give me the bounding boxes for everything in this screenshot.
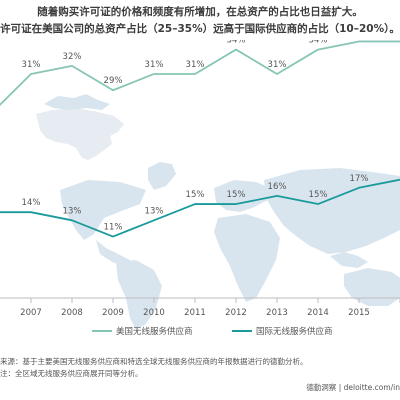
chart-subtitle: 许可证在美国公司的总资产占比（25–35%）远高于国际供应商的占比（10–20%… bbox=[0, 23, 400, 35]
data-label: 29% bbox=[104, 76, 123, 86]
data-label: 34% bbox=[227, 40, 246, 46]
data-label: 31% bbox=[22, 60, 41, 70]
data-label: 32% bbox=[63, 52, 82, 62]
legend-label-us: 美国无线服务供应商 bbox=[116, 327, 193, 337]
australia-map bbox=[344, 268, 400, 306]
data-label: 13% bbox=[63, 206, 82, 216]
data-label: 15% bbox=[309, 190, 328, 200]
data-label: 11% bbox=[104, 223, 123, 233]
x-tick-label: 2011 bbox=[184, 308, 206, 318]
x-axis-ticks: 06200720082009201020112012201320142015 bbox=[20, 298, 400, 318]
x-tick-label: 2012 bbox=[225, 308, 247, 318]
data-label: 15% bbox=[227, 190, 246, 200]
x-tick-label: 2007 bbox=[20, 308, 42, 318]
africa-map bbox=[214, 214, 280, 302]
line-chart: 06200720082009201020112012201320142015 3… bbox=[0, 40, 400, 330]
chart-title: 随着购买许可证的价格和频度有所增加，在总资产的占比也日益扩大。 bbox=[37, 6, 363, 18]
data-label: 17% bbox=[350, 174, 369, 184]
world-map-background bbox=[36, 94, 400, 330]
south-america-map bbox=[116, 260, 162, 330]
legend-item-intl: 国际无线服务供应商 bbox=[232, 325, 333, 337]
legend-swatch-intl bbox=[232, 330, 252, 332]
legend-label-intl: 国际无线服务供应商 bbox=[256, 327, 333, 337]
source-notes: 来源：基于主要美国无线服务供应商和特选全球无线服务供应商的年报数据进行的德勤分析… bbox=[0, 356, 308, 380]
southeast-asia-map bbox=[330, 252, 368, 268]
footnote: 注：全区域无线服务供应商展开同等分析。 bbox=[0, 369, 143, 378]
data-label: 31% bbox=[186, 60, 205, 70]
data-label: 16% bbox=[268, 182, 287, 192]
central-america-map bbox=[96, 240, 130, 266]
greenland-map bbox=[148, 162, 176, 190]
north-america-map bbox=[36, 108, 124, 160]
data-label: 31% bbox=[268, 60, 287, 70]
series-us-wireless: 31%32%29%31%31%34%31%34%35% bbox=[0, 40, 400, 106]
legend-item-us: 美国无线服务供应商 bbox=[92, 325, 193, 337]
chart-legend: 美国无线服务供应商 国际无线服务供应商 bbox=[0, 325, 400, 341]
series-line bbox=[0, 40, 400, 106]
series-line bbox=[0, 178, 400, 238]
x-tick-label: 2015 bbox=[348, 308, 370, 318]
legend-swatch-us bbox=[92, 330, 112, 332]
data-label: 14% bbox=[22, 198, 41, 208]
source-note: 来源：基于主要美国无线服务供应商和特选全球无线服务供应商的年报数据进行的德勤分析… bbox=[0, 357, 308, 366]
data-label: 34% bbox=[309, 40, 328, 46]
asia-map bbox=[264, 168, 400, 254]
chart-header: 随着购买许可证的价格和频度有所增加，在总资产的占比也日益扩大。 许可证在美国公司… bbox=[0, 4, 400, 38]
data-label: 31% bbox=[145, 60, 164, 70]
x-tick-label: 2010 bbox=[143, 308, 165, 318]
x-tick-label: 2014 bbox=[307, 308, 329, 318]
brand-link[interactable]: 德勤洞察 | deloitte.com/in bbox=[306, 383, 400, 392]
data-label: 15% bbox=[186, 190, 205, 200]
canada-arctic-map bbox=[44, 94, 110, 110]
data-label: 13% bbox=[145, 206, 164, 216]
x-tick-label: 2008 bbox=[61, 308, 83, 318]
x-tick-label: 2013 bbox=[266, 308, 288, 318]
x-tick-label: 2009 bbox=[102, 308, 124, 318]
series-intl-wireless: 14% 13% 11% 13% 15% 15% 16% 15% 17% bbox=[0, 174, 400, 238]
